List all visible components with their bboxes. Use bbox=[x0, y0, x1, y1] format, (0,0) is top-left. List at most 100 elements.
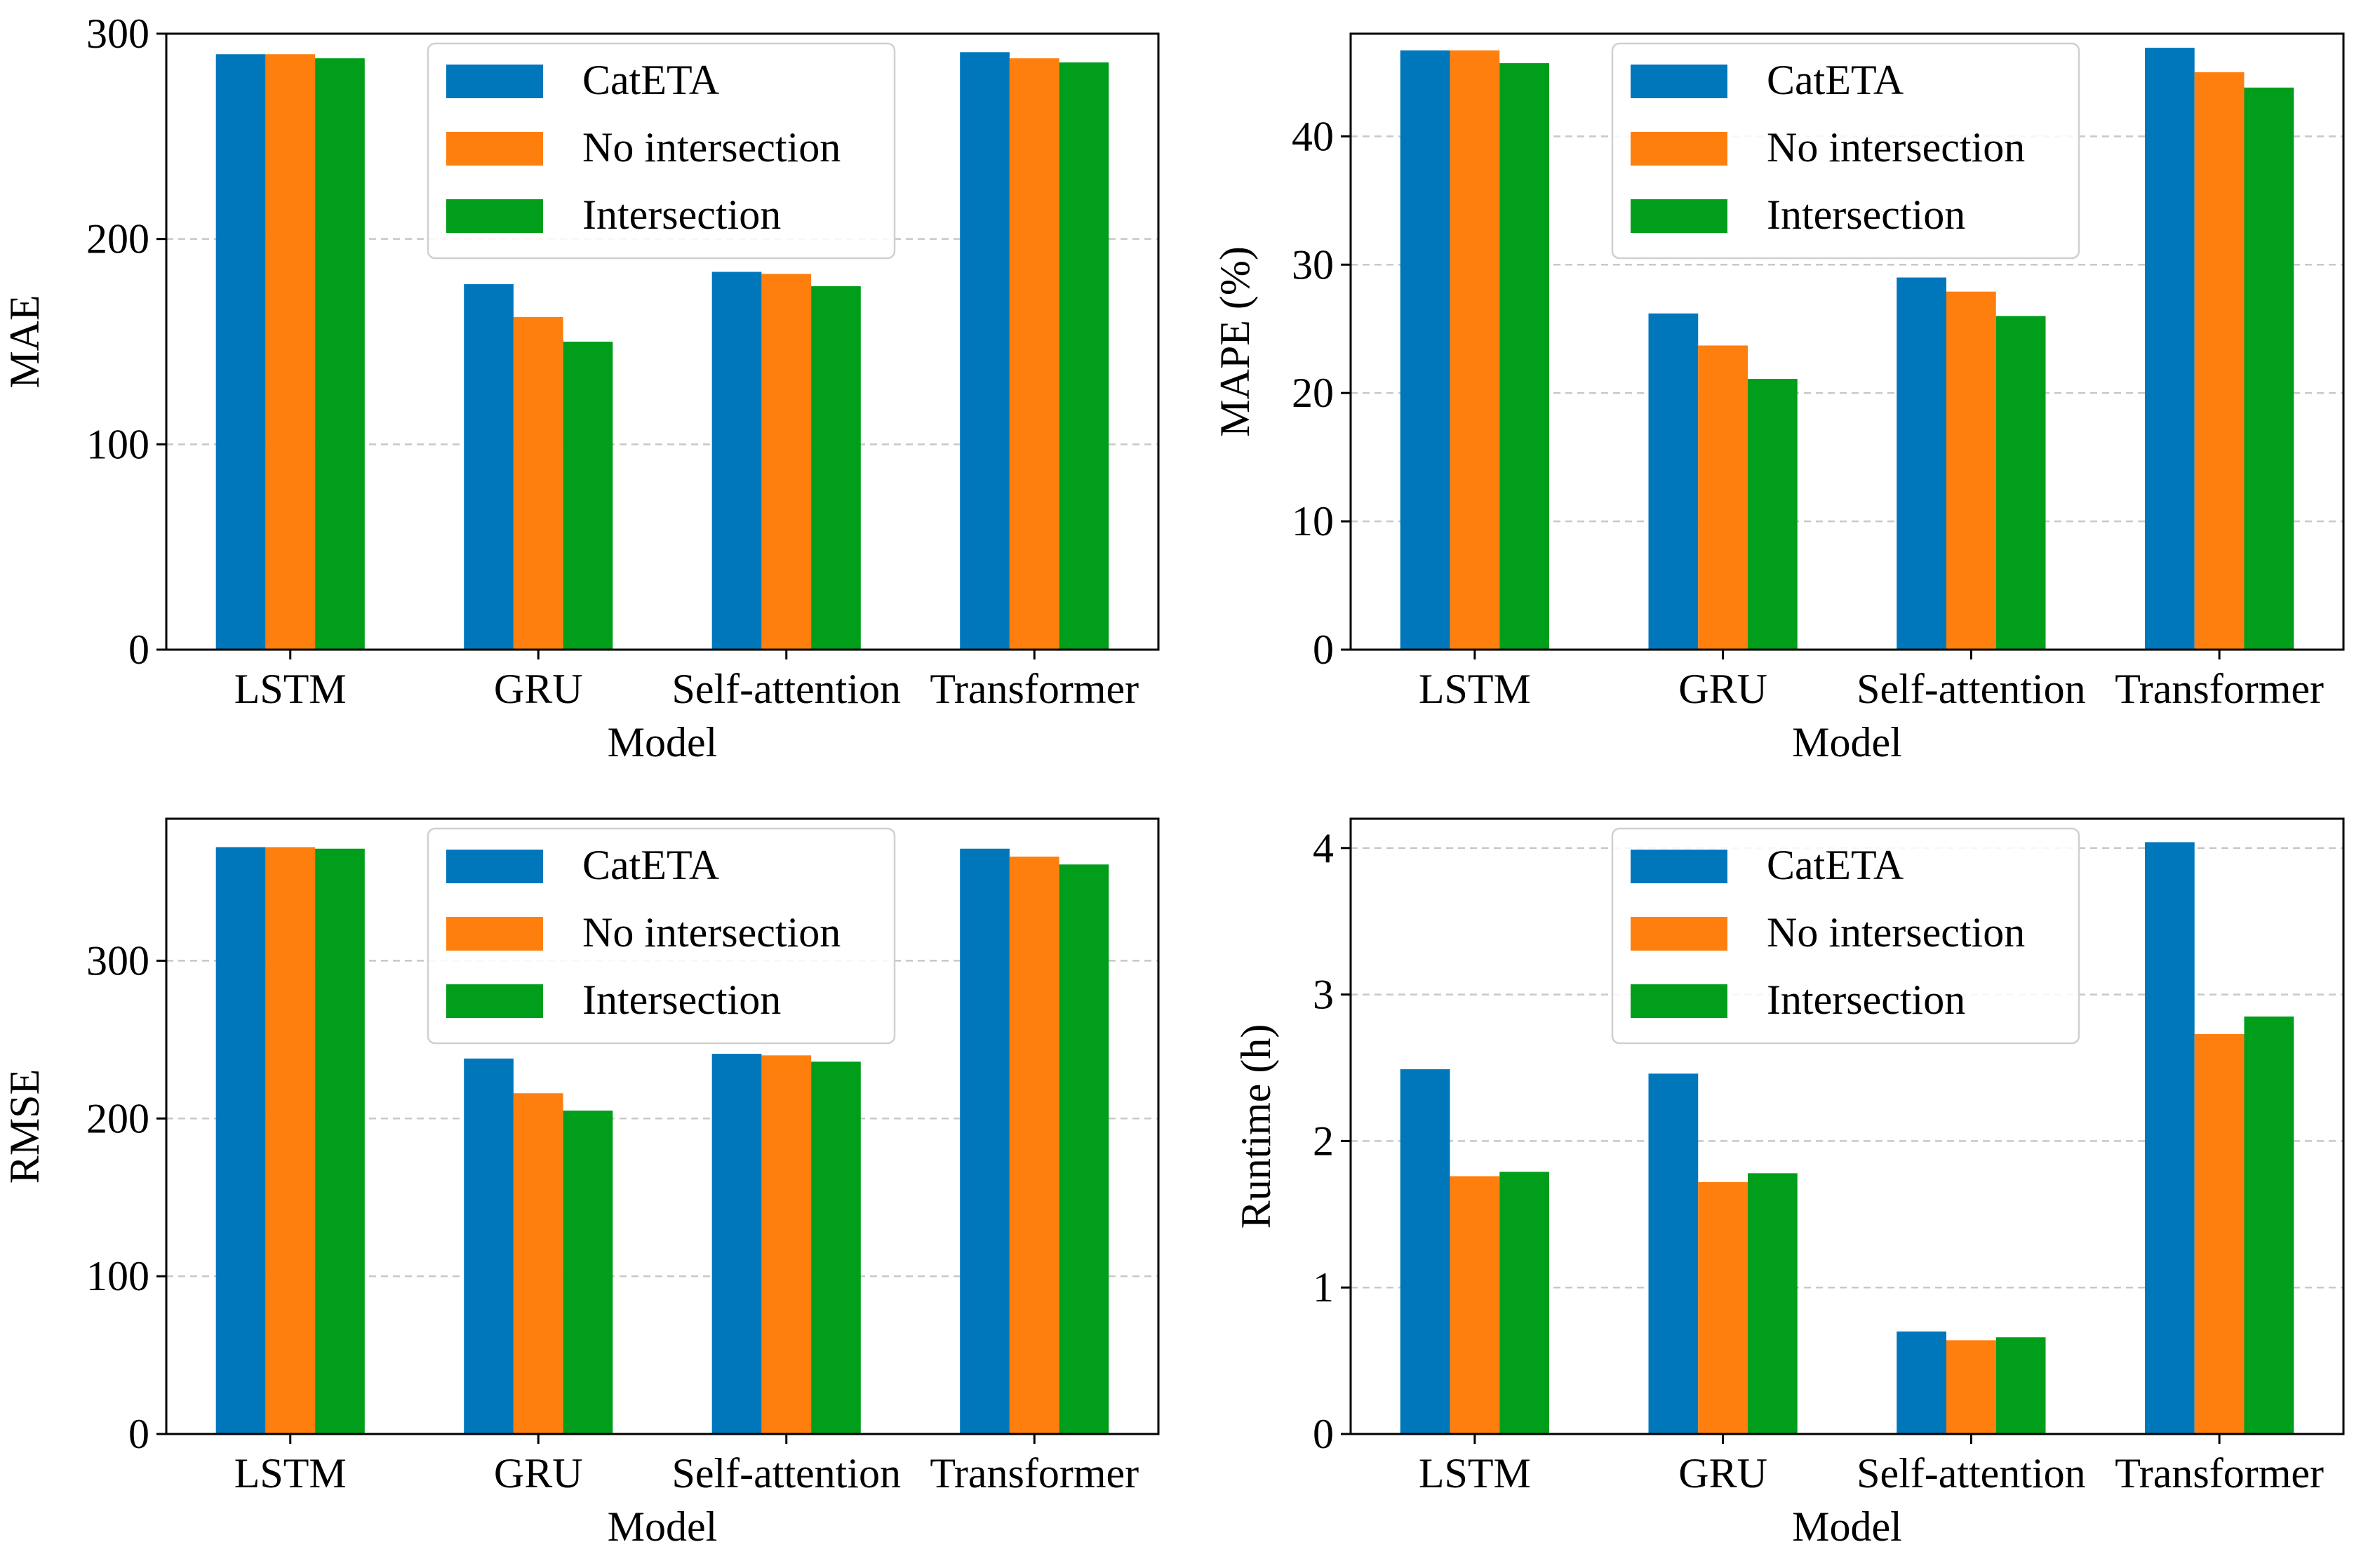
x-tick-label: Transformer bbox=[2115, 1450, 2324, 1496]
bar-lstm-2 bbox=[265, 847, 316, 1434]
x-axis-label: Model bbox=[608, 719, 718, 765]
bar-gru-2 bbox=[1698, 345, 1748, 650]
bar-lstm-1 bbox=[1400, 50, 1450, 650]
legend-box bbox=[427, 42, 896, 260]
legend-swatch bbox=[446, 917, 543, 951]
bar-self-attention-1 bbox=[1897, 277, 1946, 650]
x-tick-label: Transformer bbox=[2115, 666, 2324, 712]
bar-self-attention-3 bbox=[1995, 316, 2046, 650]
y-tick-label: 0 bbox=[1313, 1411, 1334, 1457]
legend: CatETA No intersection Intersection bbox=[427, 827, 896, 1045]
legend-swatch bbox=[1631, 917, 1727, 951]
bar-lstm-3 bbox=[315, 848, 365, 1434]
bar-transformer-3 bbox=[1059, 864, 1109, 1434]
bar-transformer-2 bbox=[1009, 58, 1059, 650]
bar-self-attention-1 bbox=[711, 272, 762, 650]
legend: CatETA No intersection Intersection bbox=[427, 42, 896, 260]
legend-box bbox=[1611, 827, 2080, 1045]
bar-transformer-1 bbox=[960, 848, 1010, 1434]
bar-lstm-1 bbox=[215, 54, 266, 650]
bar-gru-3 bbox=[1748, 379, 1798, 650]
bar-transformer-3 bbox=[2244, 87, 2294, 650]
y-tick-label: 1 bbox=[1313, 1264, 1334, 1311]
bar-gru-1 bbox=[1648, 313, 1699, 650]
legend-swatch bbox=[1631, 850, 1727, 883]
legend-swatch bbox=[446, 199, 543, 233]
bar-lstm-3 bbox=[1499, 63, 1549, 650]
bar-gru-1 bbox=[464, 284, 514, 650]
bar-lstm-2 bbox=[1450, 50, 1500, 650]
legend-swatch bbox=[1631, 65, 1727, 98]
legend-label: Intersection bbox=[582, 192, 781, 238]
chart-panel-1: 0 100 200 300 LSTM GRU Self-attention Transform… bbox=[1, 11, 1160, 765]
y-tick-label: 0 bbox=[128, 626, 149, 673]
legend-label: No intersection bbox=[582, 124, 841, 170]
bar-self-attention-2 bbox=[761, 274, 812, 650]
bar-lstm-2 bbox=[265, 54, 316, 650]
legend-box bbox=[427, 827, 896, 1045]
x-tick-label: Transformer bbox=[930, 1450, 1139, 1496]
x-tick-label: Transformer bbox=[930, 666, 1139, 712]
chart-panel-4: 0 1 2 3 4 LSTM GRU Self-attention Transformer Mod… bbox=[1233, 817, 2345, 1550]
x-tick-label: GRU bbox=[494, 666, 583, 712]
axes-frame bbox=[1349, 32, 2345, 651]
legend: CatETA No intersection Intersection bbox=[1611, 42, 2080, 260]
bar-lstm-3 bbox=[1499, 1172, 1549, 1434]
x-tick-label: LSTM bbox=[1419, 666, 1531, 712]
legend-label: No intersection bbox=[582, 909, 841, 956]
bar-gru-1 bbox=[464, 1058, 514, 1434]
bar-gru-2 bbox=[1698, 1181, 1748, 1434]
bar-transformer-3 bbox=[2244, 1016, 2294, 1434]
x-axis-label: Model bbox=[608, 1503, 718, 1550]
bar-transformer-1 bbox=[2145, 842, 2195, 1434]
x-tick-label: LSTM bbox=[1419, 1450, 1531, 1496]
bar-self-attention-3 bbox=[811, 286, 861, 650]
y-tick-label: 200 bbox=[86, 216, 149, 262]
bar-self-attention-3 bbox=[1995, 1337, 2046, 1434]
y-axis-label: MAE bbox=[1, 295, 48, 388]
bar-transformer-1 bbox=[960, 52, 1010, 650]
bar-gru-1 bbox=[1648, 1073, 1699, 1434]
chart-panel-2: 0 10 20 30 40 LSTM GRU Self-attention Transforme… bbox=[1212, 32, 2345, 765]
y-tick-label: 300 bbox=[86, 937, 149, 984]
legend-swatch bbox=[446, 65, 543, 98]
x-tick-label: Self-attention bbox=[1857, 666, 2086, 712]
bar-transformer-2 bbox=[2194, 1033, 2245, 1434]
x-tick-label: Self-attention bbox=[671, 666, 901, 712]
bar-transformer-2 bbox=[1009, 856, 1059, 1434]
y-axis-label: MAPE (%) bbox=[1212, 246, 1258, 437]
legend-label: Intersection bbox=[1767, 192, 1965, 238]
axes-frame bbox=[165, 817, 1160, 1435]
legend: CatETA No intersection Intersection bbox=[1611, 827, 2080, 1045]
bar-lstm-1 bbox=[215, 847, 266, 1434]
y-tick-label: 3 bbox=[1313, 972, 1334, 1018]
y-tick-label: 100 bbox=[86, 1253, 149, 1299]
bar-lstm-2 bbox=[1450, 1176, 1500, 1434]
x-tick-label: LSTM bbox=[234, 666, 347, 712]
legend-box bbox=[1611, 42, 2080, 260]
y-tick-label: 100 bbox=[86, 421, 149, 467]
x-axis-label: Model bbox=[1792, 1503, 1902, 1550]
y-tick-label: 0 bbox=[128, 1411, 149, 1457]
legend-label: Intersection bbox=[582, 977, 781, 1023]
bar-gru-3 bbox=[1748, 1173, 1798, 1434]
axes-frame bbox=[1349, 817, 2345, 1435]
bar-self-attention-2 bbox=[1946, 1340, 1996, 1434]
legend-label: CatETA bbox=[1767, 57, 1904, 103]
legend-label: CatETA bbox=[1767, 842, 1904, 888]
y-tick-label: 40 bbox=[1292, 113, 1334, 159]
bar-lstm-3 bbox=[315, 58, 365, 650]
bar-self-attention-1 bbox=[1897, 1331, 1946, 1434]
y-tick-label: 200 bbox=[86, 1095, 149, 1141]
bar-transformer-1 bbox=[2145, 48, 2195, 650]
legend-label: No intersection bbox=[1767, 909, 2025, 956]
y-tick-label: 30 bbox=[1292, 241, 1334, 288]
legend-label: CatETA bbox=[582, 842, 719, 888]
legend-swatch bbox=[446, 850, 543, 883]
x-tick-label: GRU bbox=[1678, 1450, 1767, 1496]
x-tick-label: Self-attention bbox=[1857, 1450, 2086, 1496]
x-tick-label: LSTM bbox=[234, 1450, 347, 1496]
y-tick-label: 10 bbox=[1292, 498, 1334, 544]
y-tick-label: 0 bbox=[1313, 626, 1334, 673]
